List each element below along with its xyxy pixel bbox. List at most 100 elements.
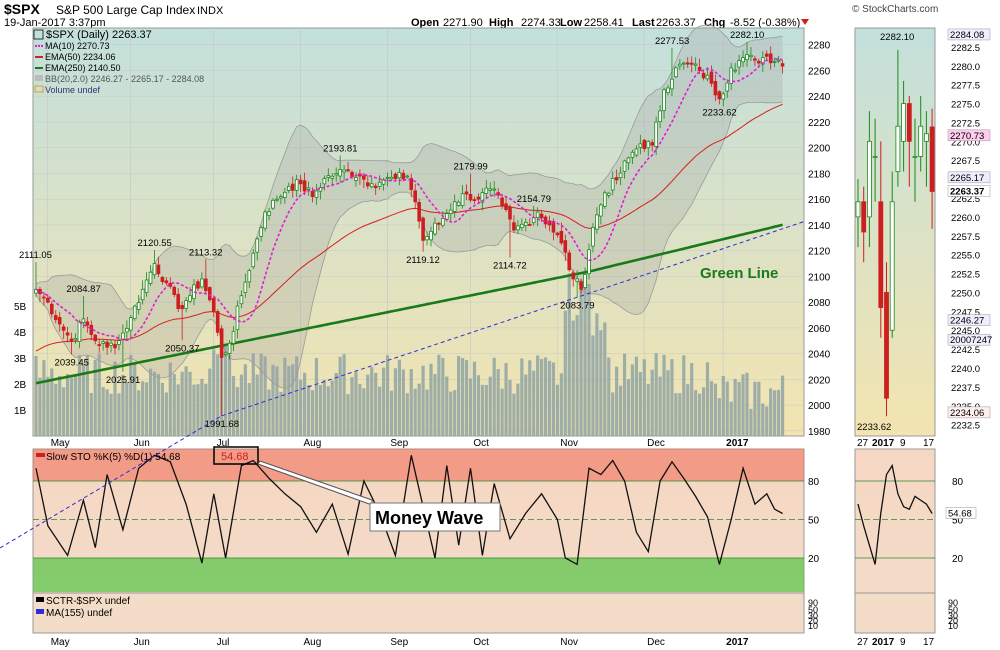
candle-body — [768, 53, 773, 64]
side-tag-label: 2263.37 — [950, 186, 984, 197]
chart-date: 19-Jan-2017 3:37pm — [4, 17, 106, 29]
volume-bar — [682, 355, 686, 436]
volume-bar — [496, 369, 500, 436]
volume-bar — [674, 393, 678, 436]
side-low-label: 2233.62 — [857, 422, 891, 433]
volume-bar — [769, 388, 773, 436]
candle-body — [725, 82, 730, 92]
candle-body — [429, 230, 433, 241]
price-labels: 2111.05 2084.87 2039.45 2025.91 2120.55 2050.… — [19, 30, 764, 430]
price-tick-label: 2160 — [808, 195, 831, 206]
volume-bar — [777, 389, 781, 436]
price-axis: 1980 2000 2020 2040 2060 2080 2100 2120 2140 2160… — [808, 41, 831, 438]
oversold-zone — [33, 558, 804, 592]
volume-bar — [224, 344, 228, 436]
volume-bar — [461, 358, 465, 436]
volume-bar — [733, 378, 737, 436]
side-sctr-tick: 10 — [948, 621, 958, 631]
candle-body — [551, 221, 556, 233]
candle-body — [508, 206, 512, 220]
time-tick-label: 2017 — [726, 438, 749, 449]
candle-body — [599, 204, 603, 217]
legend-sto-swatch — [36, 453, 45, 457]
side-candle-body — [872, 156, 878, 158]
candle-body — [283, 191, 287, 198]
candle-body — [701, 72, 706, 79]
candle-body — [512, 222, 516, 231]
candle-body — [298, 179, 303, 185]
candle-body — [247, 270, 252, 283]
candle-body — [761, 57, 765, 65]
candle-body — [618, 172, 623, 179]
candle-body — [267, 211, 271, 216]
candle-body — [539, 213, 544, 219]
candle-body — [279, 196, 283, 199]
volume-bar — [666, 370, 670, 436]
side-candles — [855, 49, 935, 417]
side-price-tick: 2237.5 — [951, 383, 980, 394]
price-annotation: 2120.55 — [138, 238, 172, 249]
volume-bar — [85, 355, 89, 436]
candle-body — [441, 218, 445, 226]
time-tick-label: Sep — [390, 438, 408, 449]
volume-bar — [690, 363, 694, 436]
volume-bar — [464, 360, 469, 436]
time-tick-label: Jul — [217, 438, 230, 449]
side-time-tick: 17 — [923, 637, 935, 648]
volume-bar — [299, 379, 303, 436]
candle-body — [184, 300, 188, 309]
candle-body — [555, 232, 560, 236]
candle-body — [567, 252, 572, 271]
volume-bar — [642, 359, 646, 436]
candle-body — [57, 317, 62, 325]
volume-bar — [58, 375, 62, 436]
candle-body — [646, 140, 651, 149]
volume-bar — [725, 381, 729, 436]
volume-tick-label: 3B — [14, 354, 27, 365]
volume-bar — [129, 354, 133, 436]
price-annotation: 2084.87 — [66, 284, 100, 295]
time-tick-label: Aug — [304, 438, 322, 449]
volume-bar — [160, 382, 164, 436]
volume-bar — [516, 383, 520, 436]
volume-tick-label: 5B — [14, 302, 27, 313]
volume-bar — [148, 368, 153, 436]
side-candle-body — [918, 125, 924, 157]
volume-bar — [330, 380, 334, 436]
ema50-line — [35, 103, 783, 352]
sto-value-box — [213, 446, 259, 465]
volume-bar — [658, 376, 662, 436]
legend-sctr: SCTR-$SPX undef — [46, 596, 130, 607]
candle-body — [705, 74, 710, 80]
side-price-tick: 2267.5 — [951, 156, 980, 167]
candle-body — [385, 176, 390, 179]
volume-bar — [275, 366, 279, 436]
volume-bar — [508, 379, 512, 436]
volume-bar — [540, 359, 544, 436]
side-tag-label: 2270.73 — [950, 131, 984, 142]
candle-body — [243, 281, 248, 293]
candle-body — [373, 185, 378, 189]
chart-header: $SPX S&P 500 Large Cap Index INDX 19-Jan… — [4, 1, 938, 29]
candle-body — [290, 183, 295, 191]
ema250-line — [35, 223, 783, 385]
side-candle-body — [878, 201, 884, 308]
candle-body — [369, 183, 374, 188]
volume-bar — [62, 387, 66, 436]
candle-body — [294, 179, 299, 191]
volume-bar — [259, 353, 263, 436]
candle-body — [642, 139, 647, 150]
candle-body — [219, 328, 224, 358]
side-time-tick: 9 — [900, 438, 906, 449]
candle-body — [365, 182, 370, 187]
price-annotation: 2277.53 — [655, 36, 689, 47]
candle-body — [678, 63, 682, 67]
sctr-tick-label: 90 — [808, 598, 818, 608]
side-candle-body — [855, 201, 861, 218]
side-time-tick: 2017 — [872, 438, 895, 449]
volume-bar — [587, 283, 591, 436]
candle-body — [204, 278, 208, 292]
side-candle-body — [889, 201, 895, 331]
candle-body — [125, 327, 129, 333]
